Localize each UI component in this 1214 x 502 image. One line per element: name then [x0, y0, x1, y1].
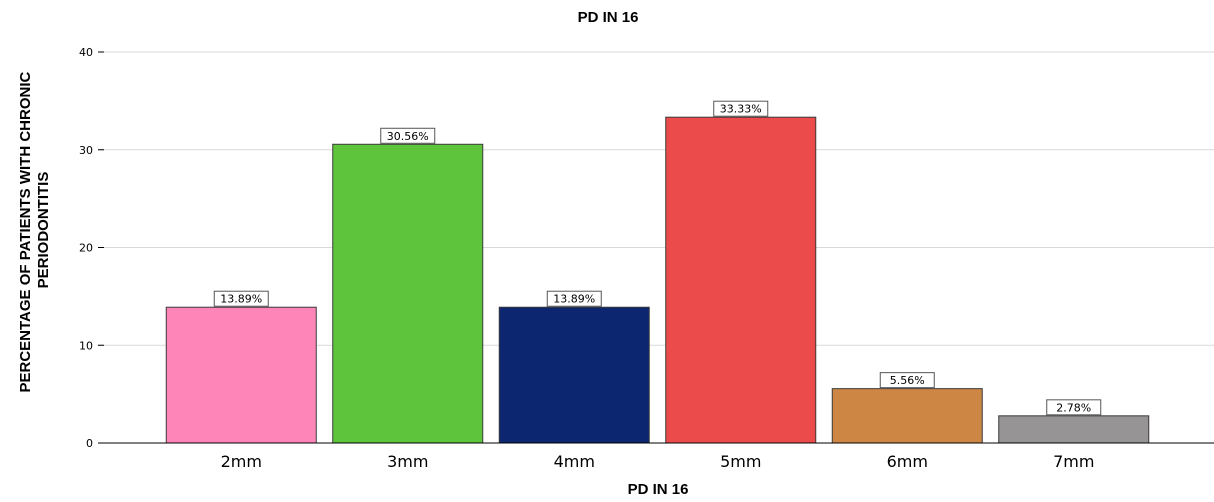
bar-3mm — [332, 143, 484, 444]
bar-4mm — [498, 306, 650, 444]
data-label: 30.56% — [387, 130, 429, 143]
data-label: 5.56% — [890, 374, 925, 387]
category-label: 7mm — [1053, 452, 1094, 471]
y-tick-label: 30 — [79, 144, 93, 157]
data-label: 33.33% — [720, 103, 762, 116]
bar-7mm — [998, 415, 1150, 444]
chart-title: PD IN 16 — [578, 9, 639, 26]
y-axis-title: PERCENTAGE OF PATIENTS WITH CHRONIC PERI… — [17, 67, 52, 392]
y-tick-label: 40 — [79, 46, 93, 59]
bar-6mm — [831, 388, 983, 444]
y-axis-title-line-2: PERIODONTITIS — [35, 172, 52, 289]
data-labels: 13.89% 30.56% 13.89% 33.33% 5.56% 2.78% — [213, 100, 1102, 416]
data-label: 2.78% — [1056, 401, 1091, 414]
y-axis-title-line-1: PERCENTAGE OF PATIENTS WITH CHRONIC — [17, 72, 34, 393]
category-label: 5mm — [720, 452, 761, 471]
y-tick-label: 0 — [86, 437, 93, 450]
x-axis-categories: 2mm 3mm 4mm 5mm 6mm 7mm — [221, 452, 1095, 471]
y-axis-ticks: 0 10 20 30 40 — [79, 46, 104, 450]
data-label-box — [213, 290, 269, 307]
y-tick-label: 20 — [79, 242, 93, 255]
data-label-box — [546, 290, 602, 307]
category-label: 3mm — [387, 452, 428, 471]
data-label: 13.89% — [553, 293, 595, 306]
y-tick-label: 10 — [79, 339, 93, 352]
x-axis-title: PD IN 16 — [628, 481, 689, 498]
category-label: 2mm — [221, 452, 262, 471]
bars — [165, 116, 1150, 444]
data-label: 13.89% — [220, 293, 262, 306]
bar-2mm — [165, 306, 317, 444]
data-label-box — [380, 127, 436, 144]
bar-5mm — [665, 116, 817, 444]
category-label: 4mm — [554, 452, 595, 471]
data-label-box — [879, 372, 935, 389]
data-label-box — [713, 100, 769, 117]
data-label-box — [1046, 399, 1102, 416]
gridlines — [98, 51, 1214, 346]
category-label: 6mm — [887, 452, 928, 471]
